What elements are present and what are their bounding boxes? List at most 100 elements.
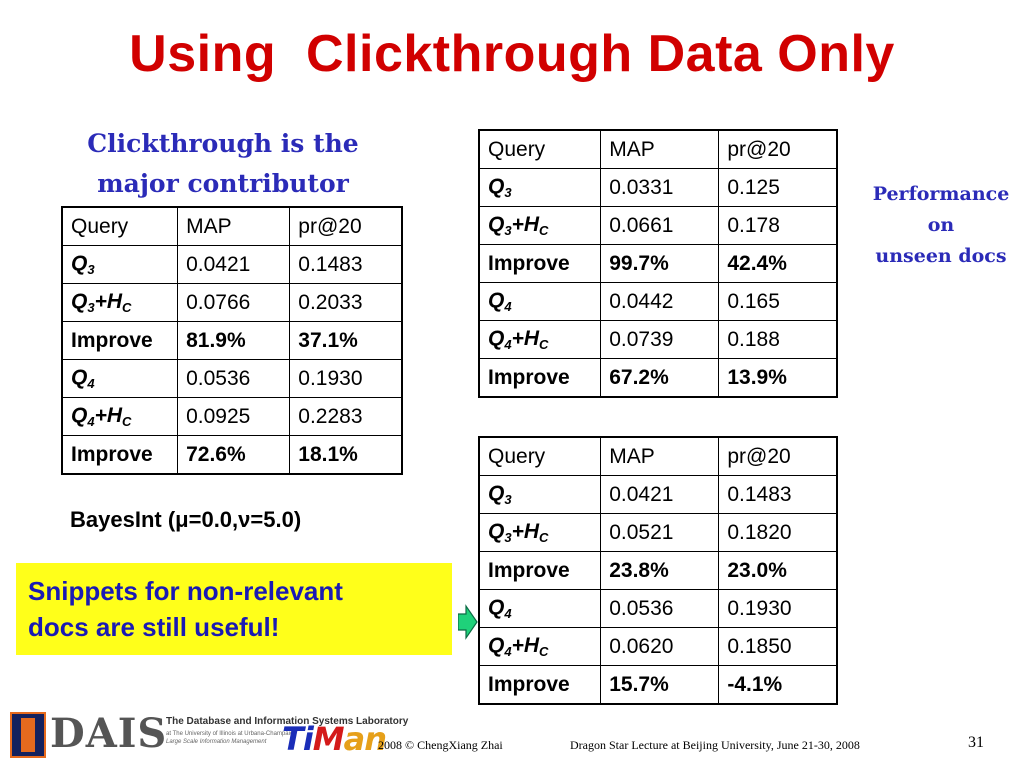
query-subscript: 4 (504, 644, 512, 659)
pr20-cell: 0.1483 (289, 245, 403, 284)
table-row: Q4 0.0536 0.1930 (478, 589, 838, 628)
map-cell: 15.7% (600, 665, 720, 705)
subheading-line-1: Clickthrough is the (87, 129, 359, 158)
pr20-cell: 0.1820 (718, 513, 838, 552)
table-row: Q3+HC 0.0521 0.1820 (478, 513, 838, 552)
query-subscript-c: C (539, 223, 549, 238)
query-subscript: 4 (87, 414, 95, 429)
pr20-cell: 0.1850 (718, 627, 838, 666)
query-symbol: Q (71, 366, 88, 389)
results-table-3: Query MAP pr@20 Q3 0.0421 0.1483 Q3+HC 0.0521 0.… (478, 436, 838, 705)
pr20-cell: 0.1930 (718, 589, 838, 628)
query-cell: Q4 (478, 282, 602, 321)
query-symbol: Q (71, 404, 88, 427)
pr20-cell: -4.1% (718, 665, 838, 705)
improve-label: Improve (61, 435, 179, 475)
pr20-cell: 0.188 (718, 320, 838, 359)
query-subscript: 4 (504, 299, 512, 314)
query-cell: Q4 (478, 589, 602, 628)
improve-row: Improve 99.7% 42.4% (478, 244, 838, 283)
improve-row: Improve 81.9% 37.1% (61, 321, 403, 360)
pr20-cell: 0.1483 (718, 475, 838, 514)
map-cell: 0.0661 (600, 206, 720, 245)
right-arrow-icon (458, 604, 478, 640)
header-query: Query (61, 206, 179, 246)
query-plus-h: +H (511, 327, 540, 350)
improve-label: Improve (478, 358, 602, 398)
map-cell: 0.0620 (600, 627, 720, 666)
query-cell: Q3+HC (61, 283, 179, 322)
query-plus-h: +H (511, 520, 540, 543)
improve-label: Improve (478, 244, 602, 283)
timan-logo: TiMan (282, 720, 387, 758)
side-note: Performance on unseen docs (856, 179, 1024, 272)
callout-line-2: docs are still useful! (28, 612, 280, 642)
query-cell: Q3 (478, 168, 602, 207)
side-note-line-1: Performance (872, 183, 1010, 205)
map-cell: 0.0739 (600, 320, 720, 359)
map-cell: 0.0766 (177, 283, 291, 322)
header-pr: pr@20 (718, 129, 838, 169)
subheading-line-2: major contributor (97, 169, 349, 198)
map-cell: 0.0421 (600, 475, 720, 514)
bayesint-label: BayesInt (μ=0.0,ν=5.0) (70, 507, 302, 532)
map-cell: 99.7% (600, 244, 720, 283)
improve-row: Improve 67.2% 13.9% (478, 358, 838, 398)
query-subscript: 3 (504, 223, 512, 238)
map-cell: 0.0331 (600, 168, 720, 207)
query-plus-h: +H (511, 634, 540, 657)
pr20-cell: 0.178 (718, 206, 838, 245)
map-cell: 23.8% (600, 551, 720, 590)
query-cell: Q3+HC (478, 513, 602, 552)
map-cell: 0.0521 (600, 513, 720, 552)
table-row: Q4 0.0442 0.165 (478, 282, 838, 321)
query-subscript-c: C (122, 300, 132, 315)
footer-copyright: 2008 © ChengXiang Zhai (378, 738, 503, 752)
table-row: Q3 0.0421 0.1483 (478, 475, 838, 514)
map-cell: 0.0925 (177, 397, 291, 436)
query-subscript: 4 (87, 376, 95, 391)
query-subscript: 3 (87, 262, 95, 277)
results-table-2: Query MAP pr@20 Q3 0.0331 0.125 Q3+HC 0.0661 0.1… (478, 129, 838, 398)
table-row: Q3 0.0421 0.1483 (61, 245, 403, 284)
header-query: Query (478, 129, 602, 169)
timan-logo-part-3: an (343, 720, 387, 758)
improve-label: Improve (61, 321, 179, 360)
dais-logo: DAIS The Database and Information System… (50, 712, 408, 756)
query-plus-h: +H (94, 404, 123, 427)
side-note-line-3: unseen docs (875, 245, 1007, 267)
improve-row: Improve 72.6% 18.1% (61, 435, 403, 475)
subheading: Clickthrough is the major contributor (58, 124, 388, 204)
footer-event: Dragon Star Lecture at Beijing Universit… (570, 738, 860, 752)
pr20-cell: 0.1930 (289, 359, 403, 398)
query-subscript: 4 (504, 606, 512, 621)
improve-label: Improve (478, 665, 602, 705)
table-row: Q3+HC 0.0766 0.2033 (61, 283, 403, 322)
slide-title: Using Clickthrough Data Only (129, 25, 895, 83)
query-subscript: 3 (504, 185, 512, 200)
header-map: MAP (177, 206, 291, 246)
improve-row: Improve 15.7% -4.1% (478, 665, 838, 705)
map-cell: 0.0442 (600, 282, 720, 321)
callout-box: Snippets for non-relevant docs are still… (16, 563, 452, 655)
query-symbol: Q (71, 252, 88, 275)
header-map: MAP (600, 129, 720, 169)
pr20-cell: 42.4% (718, 244, 838, 283)
query-cell: Q3+HC (478, 206, 602, 245)
header-query: Query (478, 436, 602, 476)
query-cell: Q3 (478, 475, 602, 514)
query-symbol: Q (488, 520, 505, 543)
pr20-cell: 13.9% (718, 358, 838, 398)
table-row: Q3+HC 0.0661 0.178 (478, 206, 838, 245)
map-cell: 67.2% (600, 358, 720, 398)
pr20-cell: 0.125 (718, 168, 838, 207)
dais-sub-2: Large Scale Information Management (166, 739, 267, 745)
table-row: Q3 0.0331 0.125 (478, 168, 838, 207)
table-row: Q4 0.0536 0.1930 (61, 359, 403, 398)
timan-logo-part-2: M (312, 720, 345, 758)
pr20-cell: 23.0% (718, 551, 838, 590)
dais-sub-1: at The University of Illinois at Urbana-… (166, 731, 297, 737)
query-plus-h: +H (94, 290, 123, 313)
improve-label: Improve (478, 551, 602, 590)
query-subscript-c: C (539, 530, 549, 545)
